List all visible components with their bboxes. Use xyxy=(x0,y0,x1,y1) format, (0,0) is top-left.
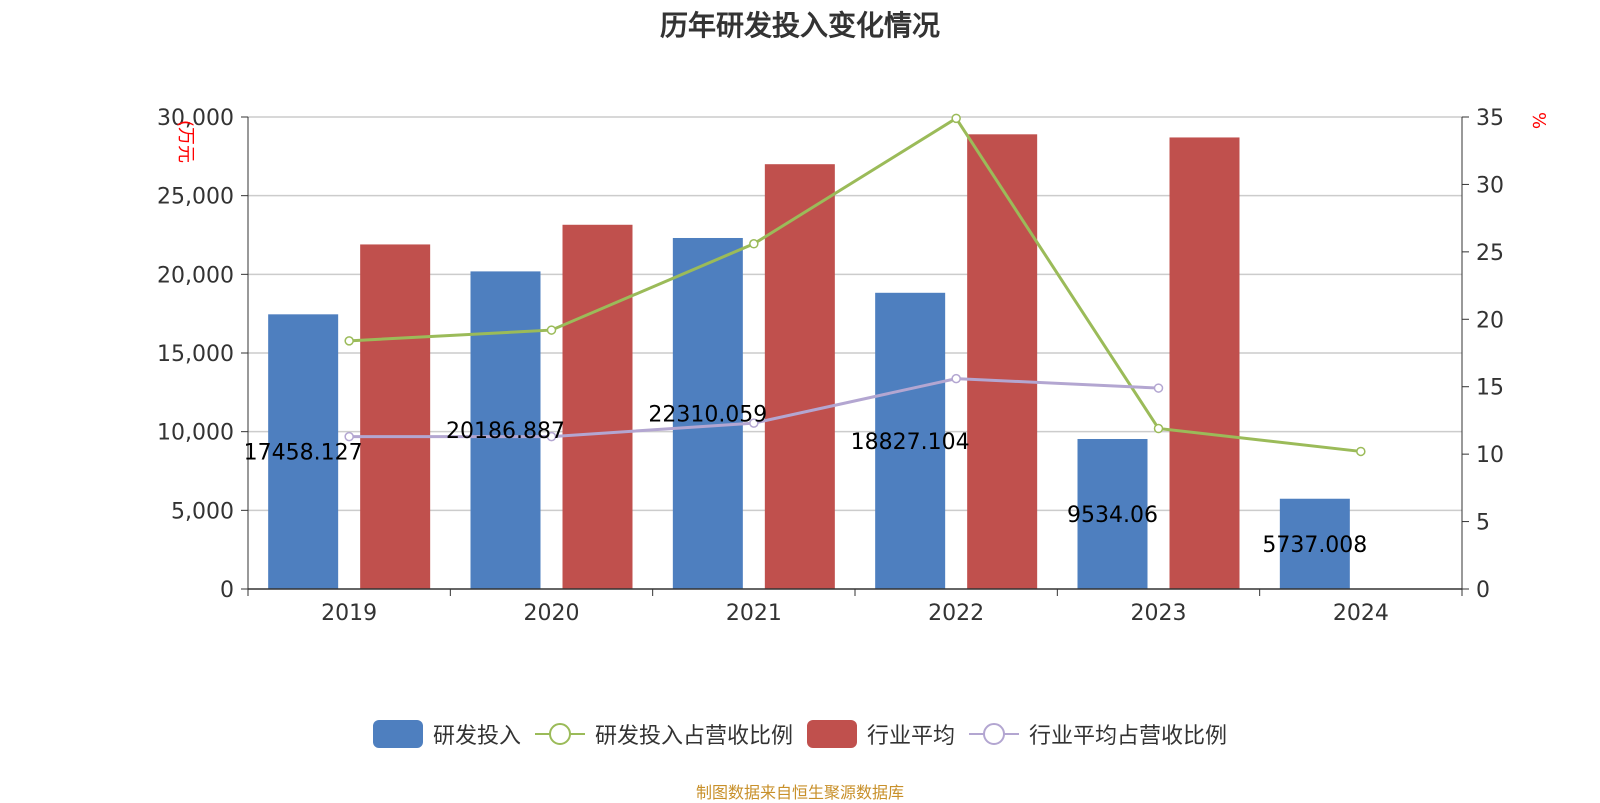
legend-item-rd-invest[interactable]: 研发投入 xyxy=(372,718,521,750)
legend-item-industry-ratio[interactable]: 行业平均占营收比例 xyxy=(969,718,1227,750)
x-tick-label: 2023 xyxy=(1131,601,1187,626)
point-industry-ratio xyxy=(749,418,759,428)
y-left-tick-label: 20,000 xyxy=(157,263,234,288)
lines xyxy=(344,113,1366,457)
bars xyxy=(268,134,1350,590)
y-right-tick-label: 20 xyxy=(1476,308,1504,333)
axes: 0 5,000 10,000 15,000 20,000 25,000 30,000 0 5 10… xyxy=(157,106,1549,626)
legend-item-rd-ratio[interactable]: 研发投入占营收比例 xyxy=(534,718,793,750)
x-tick-label: 2024 xyxy=(1333,601,1389,626)
y-left-tick-label: 25,000 xyxy=(157,185,234,210)
data-label-rd-invest: 20186.887 xyxy=(446,419,565,444)
bar-rd-invest xyxy=(268,314,339,589)
legend-swatch-rd-ratio xyxy=(534,723,585,745)
y-left-axis-title: (万元 xyxy=(175,120,196,163)
y-right-tick-label: 5 xyxy=(1476,511,1490,536)
y-right-tick-label: 25 xyxy=(1476,241,1504,266)
x-tick-label: 2022 xyxy=(928,601,984,626)
grid-lines xyxy=(248,116,1462,512)
point-rd-ratio xyxy=(1153,423,1164,434)
y-left-tick-label: 15,000 xyxy=(157,342,234,367)
legend-label-rd-invest: 研发投入 xyxy=(432,724,521,749)
y-right-tick-label: 35 xyxy=(1476,106,1504,131)
data-label-rd-invest: 17458.127 xyxy=(244,441,363,466)
point-industry-ratio xyxy=(1153,383,1164,393)
bar-rd-invest xyxy=(875,292,946,589)
point-rd-ratio xyxy=(1356,446,1366,457)
bar-industry-avg xyxy=(967,134,1038,589)
data-label-rd-invest: 18827.104 xyxy=(851,430,970,455)
legend-label-industry-avg: 行业平均 xyxy=(867,724,956,749)
y-left-tick-label: 30,000 xyxy=(157,106,234,131)
point-industry-ratio xyxy=(951,373,961,384)
y-left-tick-label: 10,000 xyxy=(157,421,234,446)
bar-rd-invest xyxy=(1077,438,1148,589)
legend-item-industry-avg[interactable]: 行业平均 xyxy=(807,718,955,750)
point-rd-ratio xyxy=(951,113,961,124)
legend-swatch-industry-ratio xyxy=(969,723,1020,745)
data-labels: 17458.127 20186.887 22310.059 18827.104 9534… xyxy=(244,402,1368,557)
data-label-rd-invest: 5737.008 xyxy=(1262,533,1367,558)
chart-title: 历年研发投入变化情况 xyxy=(659,9,940,42)
bar-industry-avg xyxy=(360,244,431,589)
data-label-rd-invest: 22310.059 xyxy=(648,402,767,427)
y-right-tick-label: 30 xyxy=(1476,173,1504,198)
line-rd-ratio xyxy=(349,116,1362,453)
y-right-tick-label: 0 xyxy=(1476,578,1490,603)
bar-industry-avg xyxy=(1169,137,1240,589)
bar-rd-invest xyxy=(672,237,743,589)
bar-industry-avg xyxy=(562,224,633,590)
x-tick-label: 2020 xyxy=(524,601,580,626)
point-rd-ratio xyxy=(749,239,759,249)
legend-label-industry-ratio: 行业平均占营收比例 xyxy=(1029,724,1228,749)
legend-swatch-industry-avg xyxy=(807,720,857,748)
point-rd-ratio xyxy=(344,336,354,346)
bar-industry-avg xyxy=(764,164,835,589)
legend-label-rd-ratio: 研发投入占营收比例 xyxy=(594,724,793,749)
x-tick-label: 2019 xyxy=(321,601,377,626)
y-left-tick-label: 0 xyxy=(220,578,234,603)
point-industry-ratio xyxy=(546,431,557,442)
data-label-rd-invest: 9534.06 xyxy=(1067,503,1158,528)
bar-rd-invest xyxy=(1279,498,1350,589)
x-tick-label: 2021 xyxy=(726,601,782,626)
y-left-tick-label: 5,000 xyxy=(171,499,234,524)
legend-swatch-rd-invest xyxy=(372,720,423,748)
source-note: 制图数据来自恒生聚源数据库 xyxy=(695,783,904,802)
y-right-tick-label: 10 xyxy=(1476,443,1504,468)
y-right-tick-label: 15 xyxy=(1476,376,1504,401)
point-rd-ratio xyxy=(546,325,557,335)
legend: 研发投入 研发投入占营收比例 行业平均 行业平均占营收比例 xyxy=(0,718,1600,750)
y-right-axis-title: % xyxy=(1528,112,1549,129)
point-industry-ratio xyxy=(344,431,354,442)
bar-rd-invest xyxy=(470,271,541,589)
